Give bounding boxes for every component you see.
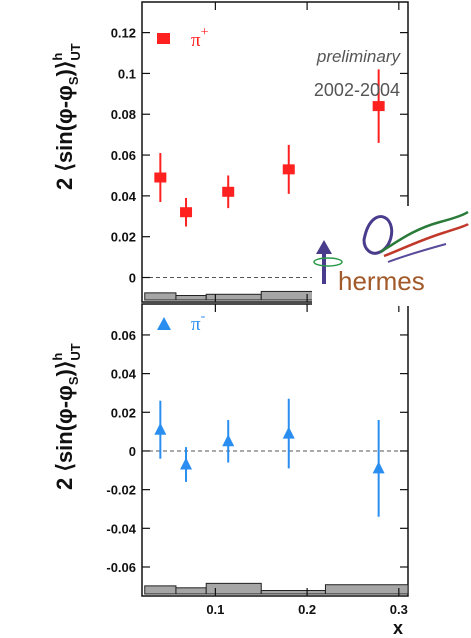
top-y-tick-label: 0.1 bbox=[118, 66, 136, 81]
x-axis-label: x bbox=[393, 618, 403, 638]
top-y-axis-label: 2 ⟨sin(φ-φS)⟩h UT bbox=[50, 43, 83, 190]
bot-y-tick-label: 0 bbox=[129, 444, 136, 459]
bot-systematic-band-bin bbox=[175, 587, 207, 595]
bot-y-tick-label: 0.06 bbox=[111, 328, 136, 343]
x-tick-label: 0.3 bbox=[390, 602, 408, 617]
bot-data-point bbox=[372, 461, 385, 474]
bottom-panel: -0.06 -0.04 -0.02 0 0.02 0.04 0.06 0.1 0.2 0.3 2… bbox=[50, 303, 409, 638]
top-systematic-band-bin bbox=[175, 295, 207, 301]
hermes-winged-logo-icon: hermes bbox=[312, 206, 470, 306]
bot-systematic-band-bin bbox=[260, 590, 326, 595]
bot-data-point bbox=[282, 426, 295, 439]
top-y-tick-label: 0.02 bbox=[111, 230, 136, 245]
bot-y-tick-label: 0.02 bbox=[111, 405, 136, 420]
bot-systematic-band-bin bbox=[324, 584, 409, 595]
bot-y-tick-label: -0.04 bbox=[106, 521, 136, 536]
bottom-plot-frame bbox=[141, 303, 409, 597]
legend-marker-pi-plus bbox=[157, 33, 170, 44]
bot-systematic-band-bin bbox=[144, 585, 177, 595]
bottom-y-axis-label: 2 ⟨sin(φ-φS)⟩h UT bbox=[50, 343, 83, 490]
top-plot-frame bbox=[141, 1, 409, 303]
bot-data-point bbox=[222, 434, 235, 447]
top-data-point bbox=[282, 164, 295, 175]
top-data-point bbox=[154, 172, 167, 183]
bot-systematic-band-bin bbox=[205, 582, 262, 595]
bot-data-point bbox=[180, 457, 193, 470]
legend-label-pi-minus: π- bbox=[191, 309, 206, 335]
top-y-tick-label: 0.04 bbox=[111, 189, 137, 204]
top-y-tick-label: 0.08 bbox=[111, 107, 136, 122]
top-data-point bbox=[180, 207, 193, 218]
top-data-point bbox=[372, 101, 385, 112]
bot-y-tick-label: -0.06 bbox=[106, 560, 136, 575]
bot-y-tick-label: 0.04 bbox=[111, 367, 137, 382]
x-tick-label: 0.2 bbox=[298, 602, 316, 617]
legend-marker-pi-minus bbox=[157, 317, 171, 330]
top-y-tick-label: 0.06 bbox=[111, 148, 136, 163]
x-tick-label: 0.1 bbox=[206, 602, 224, 617]
annotation-preliminary: preliminary bbox=[316, 47, 402, 66]
annotation-years: 2002-2004 bbox=[314, 80, 400, 100]
legend-label-pi-plus: π+ bbox=[191, 25, 209, 51]
top-systematic-band-bin bbox=[144, 292, 177, 301]
top-y-tick-label: 0.12 bbox=[111, 26, 136, 41]
top-data-point bbox=[222, 186, 235, 197]
bot-y-tick-label: -0.02 bbox=[106, 483, 136, 498]
bot-data-point bbox=[154, 422, 167, 435]
top-systematic-band-bin bbox=[205, 293, 262, 301]
top-y-tick-label: 0 bbox=[129, 271, 136, 286]
logo-text: hermes bbox=[338, 266, 425, 296]
